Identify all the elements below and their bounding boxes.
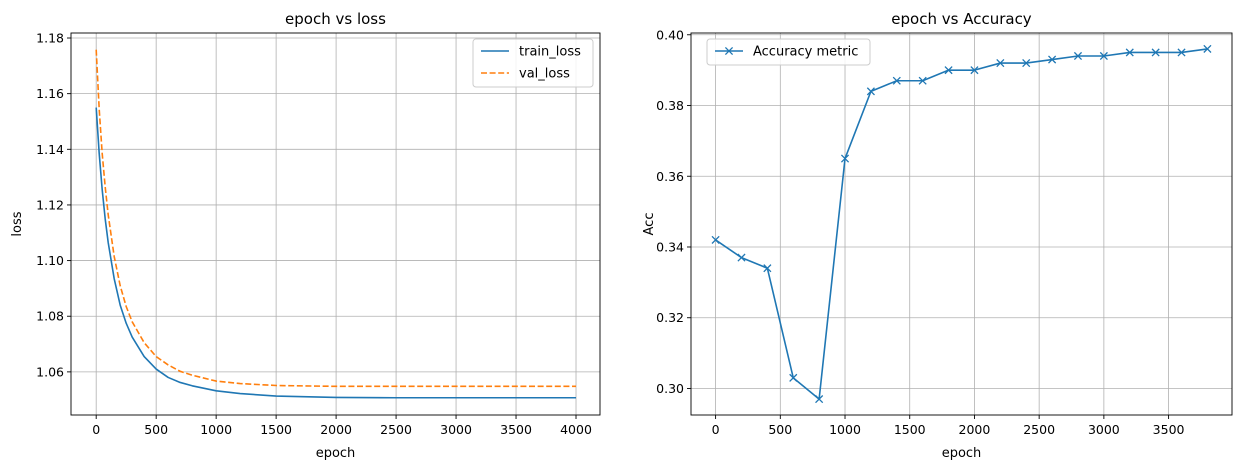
- data-point-marker: [970, 66, 979, 75]
- x-tick-label: 1500: [260, 422, 292, 437]
- data-point-marker: [1048, 55, 1057, 64]
- data-point-marker: [711, 235, 720, 244]
- x-tick-label: 4000: [560, 422, 592, 437]
- x-axis-label: epoch: [942, 446, 982, 461]
- data-point-marker: [763, 264, 772, 273]
- x-tick-label: 3000: [1088, 422, 1120, 437]
- x-tick-label: 3500: [1153, 422, 1185, 437]
- plot-frame: [70, 32, 601, 416]
- data-point-marker: [892, 76, 901, 85]
- x-tick-label: 2000: [959, 422, 991, 437]
- data-point-marker: [1203, 44, 1212, 53]
- x-tick-label: 500: [768, 422, 792, 437]
- x-tick-label: 1000: [829, 422, 861, 437]
- data-point-marker: [944, 66, 953, 75]
- plot-area: [71, 33, 600, 415]
- legend-entry-label: val_loss: [519, 67, 570, 82]
- chart-1: 0 500 1000 1500 2000 2500 3000 3500 0.30 0.32 0.34…: [642, 10, 1233, 461]
- y-tick-label: 1.12: [36, 197, 64, 212]
- data-point-marker: [1177, 48, 1186, 57]
- y-axis-label: loss: [10, 211, 25, 236]
- data-point-marker: [737, 253, 746, 262]
- y-tick-label: 1.16: [36, 86, 64, 101]
- y-tick-label: 0.36: [656, 169, 684, 184]
- y-tick-label: 1.10: [36, 253, 64, 268]
- chart-title: epoch vs loss: [285, 10, 386, 28]
- data-point-marker: [1151, 48, 1160, 57]
- data-point-marker: [1099, 51, 1108, 61]
- series-line-accuracy-metric: [715, 48, 1208, 400]
- y-tick-label: 1.06: [36, 364, 64, 379]
- y-tick-label: 0.38: [656, 98, 684, 113]
- data-point-marker: [1073, 51, 1083, 61]
- y-tick-label: 0.34: [656, 239, 684, 254]
- y-tick-label: 0.30: [656, 381, 684, 396]
- legend: train_loss val_loss: [472, 38, 594, 88]
- x-tick-label: 500: [144, 422, 168, 437]
- legend: Accuracy metric: [706, 38, 871, 66]
- y-tick-label: 1.08: [36, 309, 64, 324]
- y-axis-label: Acc: [642, 213, 657, 236]
- legend-entry-label: train_loss: [519, 45, 581, 60]
- x-tick-label: 2500: [380, 422, 412, 437]
- x-tick-label: 1000: [200, 422, 232, 437]
- data-point-marker: [789, 373, 798, 382]
- chart-title: epoch vs Accuracy: [891, 10, 1032, 28]
- series-line-train_loss: [95, 107, 577, 399]
- data-point-marker: [918, 76, 927, 85]
- x-axis-label: epoch: [316, 446, 356, 461]
- y-tick-label: 0.40: [656, 27, 684, 42]
- x-tick-label: 3500: [500, 422, 532, 437]
- data-point-marker: [996, 59, 1005, 68]
- data-point-marker: [815, 395, 824, 404]
- y-tick-label: 1.18: [36, 31, 64, 46]
- legend-entry-label: Accuracy metric: [753, 45, 858, 60]
- x-tick-label: 0: [712, 422, 720, 437]
- y-tick-label: 0.32: [656, 310, 684, 325]
- plot-area: [691, 33, 1232, 415]
- data-point-marker: [1022, 59, 1031, 68]
- x-tick-label: 3000: [440, 422, 472, 437]
- x-tick-label: 0: [92, 422, 100, 437]
- x-tick-label: 1500: [894, 422, 926, 437]
- y-tick-label: 1.14: [36, 142, 64, 157]
- plot-frame: [690, 32, 1233, 416]
- data-point-marker: [1125, 48, 1134, 57]
- chart-0: 0 500 1000 1500 2000 2500 3000 3500 4000 1.06 1.08…: [10, 10, 601, 461]
- data-point-marker: [840, 154, 850, 163]
- x-tick-label: 2000: [320, 422, 352, 437]
- x-tick-label: 2500: [1023, 422, 1055, 437]
- series-line-val_loss: [95, 49, 577, 388]
- data-point-marker: [866, 87, 875, 96]
- legend-swatch-marker: [724, 46, 734, 56]
- legend-frame: [706, 38, 871, 66]
